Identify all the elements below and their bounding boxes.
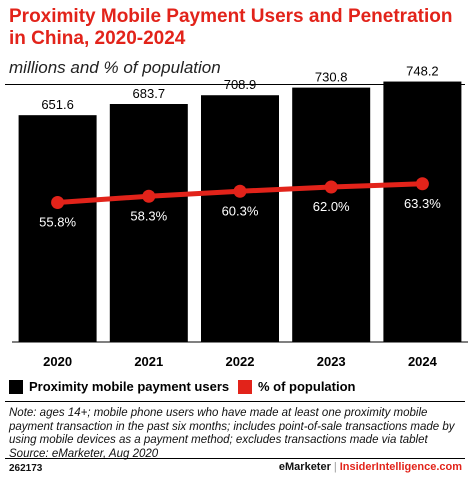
legend-item-population: % of population bbox=[238, 379, 355, 394]
population-label-2023: 62.0% bbox=[313, 199, 350, 214]
bar-2024 bbox=[383, 81, 462, 343]
population-point-2020 bbox=[51, 196, 65, 209]
legend-label-users: Proximity mobile payment users bbox=[29, 379, 230, 394]
population-label-2022: 60.3% bbox=[222, 203, 259, 218]
bar-label-2024: 748.2 bbox=[406, 64, 439, 79]
bar-label-2020: 651.6 bbox=[41, 97, 74, 112]
bar-label-2022: 708.9 bbox=[224, 77, 257, 92]
footer-divider bbox=[5, 458, 465, 459]
chart-id: 262173 bbox=[9, 463, 43, 474]
bar-2021 bbox=[109, 104, 188, 342]
population-point-2021 bbox=[142, 189, 156, 203]
note-text: Note: ages 14+; mobile phone users who h… bbox=[9, 407, 455, 446]
population-point-2023 bbox=[324, 180, 338, 194]
population-point-2022 bbox=[233, 184, 247, 198]
legend-label-population: % of population bbox=[258, 379, 356, 394]
footer-brand: eMarketer | InsiderIntelligence.com bbox=[279, 461, 462, 473]
brand-separator: | bbox=[333, 461, 337, 473]
population-point-2024 bbox=[415, 177, 429, 191]
chart-title: Proximity Mobile Payment Users and Penet… bbox=[9, 6, 453, 49]
note-divider bbox=[5, 401, 465, 402]
legend-item-users: Proximity mobile payment users bbox=[9, 379, 229, 394]
x-tick-2020: 2020 bbox=[43, 354, 72, 369]
population-label-2024: 63.3% bbox=[404, 196, 441, 211]
brand-name: eMarketer bbox=[278, 461, 331, 473]
chart-subtitle: millions and % of population bbox=[9, 58, 221, 77]
legend-swatch-users bbox=[9, 379, 23, 394]
source-text: Source: eMarketer, Aug 2020 bbox=[9, 447, 159, 460]
chart-note: Note: ages 14+; mobile phone users who h… bbox=[9, 407, 464, 461]
bar-label-2023: 730.8 bbox=[315, 70, 348, 85]
population-label-2020: 55.8% bbox=[39, 215, 76, 230]
x-tick-2023: 2023 bbox=[317, 354, 346, 369]
brand-site: InsiderIntelligence.com bbox=[339, 461, 462, 473]
chart-area: 651.6 2020 683.7 2021 708.9 2022 730.8 2023 748.… bbox=[12, 64, 468, 369]
bar-2022 bbox=[201, 95, 279, 342]
x-tick-2024: 2024 bbox=[408, 354, 438, 369]
top-divider bbox=[5, 84, 465, 85]
bar-label-2021: 683.7 bbox=[133, 86, 166, 101]
x-tick-2021: 2021 bbox=[134, 354, 163, 369]
bar-2023 bbox=[292, 87, 371, 342]
bar-2020 bbox=[18, 115, 97, 342]
x-tick-2022: 2022 bbox=[226, 354, 255, 369]
legend-swatch-population bbox=[238, 379, 252, 394]
population-label-2021: 58.3% bbox=[130, 208, 167, 223]
